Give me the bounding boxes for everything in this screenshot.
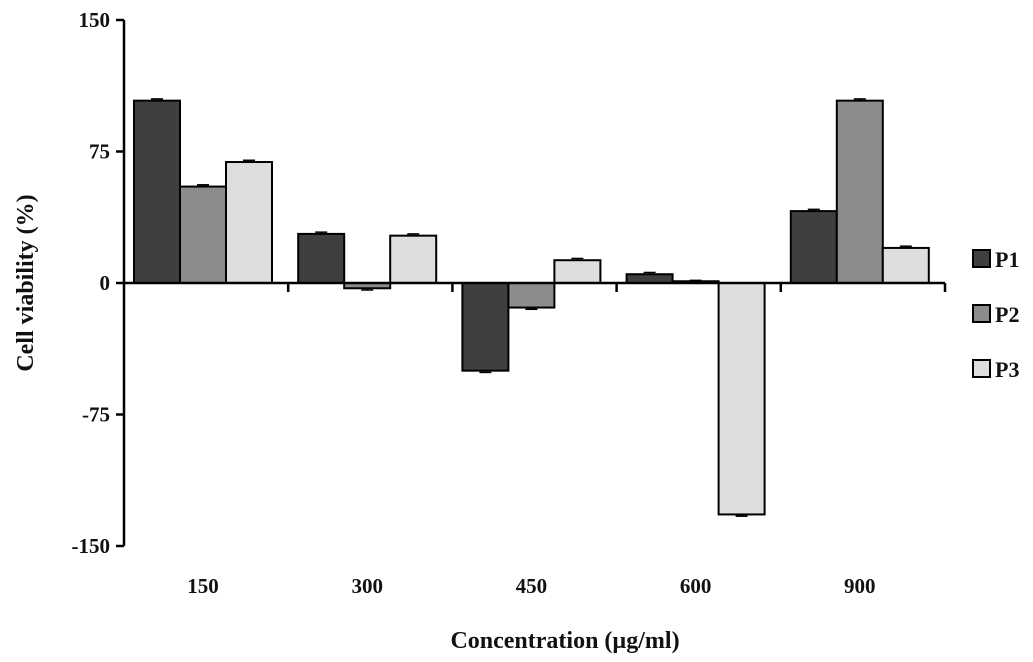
bar-p3-150 [225,161,273,285]
x-tick-label-900: 900 [844,574,876,598]
legend-swatch-p1 [972,249,991,268]
bar-p2-900 [835,99,884,284]
bar-p3-300 [389,234,438,285]
y-tick-label: -75 [82,403,110,427]
bar-p2-150 [179,185,227,284]
bar-p3-600 [717,282,766,516]
bar-p2-450 [507,282,556,309]
bar-p1-150 [133,99,181,284]
x-tick-label-150: 150 [187,574,219,598]
bar-p1-450 [461,282,510,372]
legend-label-p3: P3 [995,357,1019,382]
x-tick-label-450: 450 [516,574,548,598]
legend: P1 P2 P3 [972,247,1019,382]
bar-p3-450 [553,259,602,284]
bar-p1-600 [625,273,674,285]
legend-label-p2: P2 [995,302,1019,327]
x-axis-title: Concentration (µg/ml) [450,628,679,654]
y-tick-label: 75 [89,140,110,164]
x-tick-label-600: 600 [680,574,712,598]
legend-swatch-p2 [972,304,991,323]
bar-p1-300 [297,232,346,284]
bar-p1-900 [789,210,838,284]
bar-p3-900 [881,246,930,284]
legend-swatch-p3 [972,359,991,378]
y-tick-label: 0 [100,271,111,295]
axes-layer [116,18,947,548]
y-tick-label: 150 [79,8,111,32]
y-tick-label: -150 [72,534,111,558]
y-axis-title: Cell viability (%) [13,194,39,371]
x-tick-label-300: 300 [351,574,383,598]
tick-labels-layer: 150 75 0 -75 -150 150 300 450 600 900 [72,8,876,598]
legend-label-p1: P1 [995,247,1019,272]
bars-layer [133,98,930,517]
